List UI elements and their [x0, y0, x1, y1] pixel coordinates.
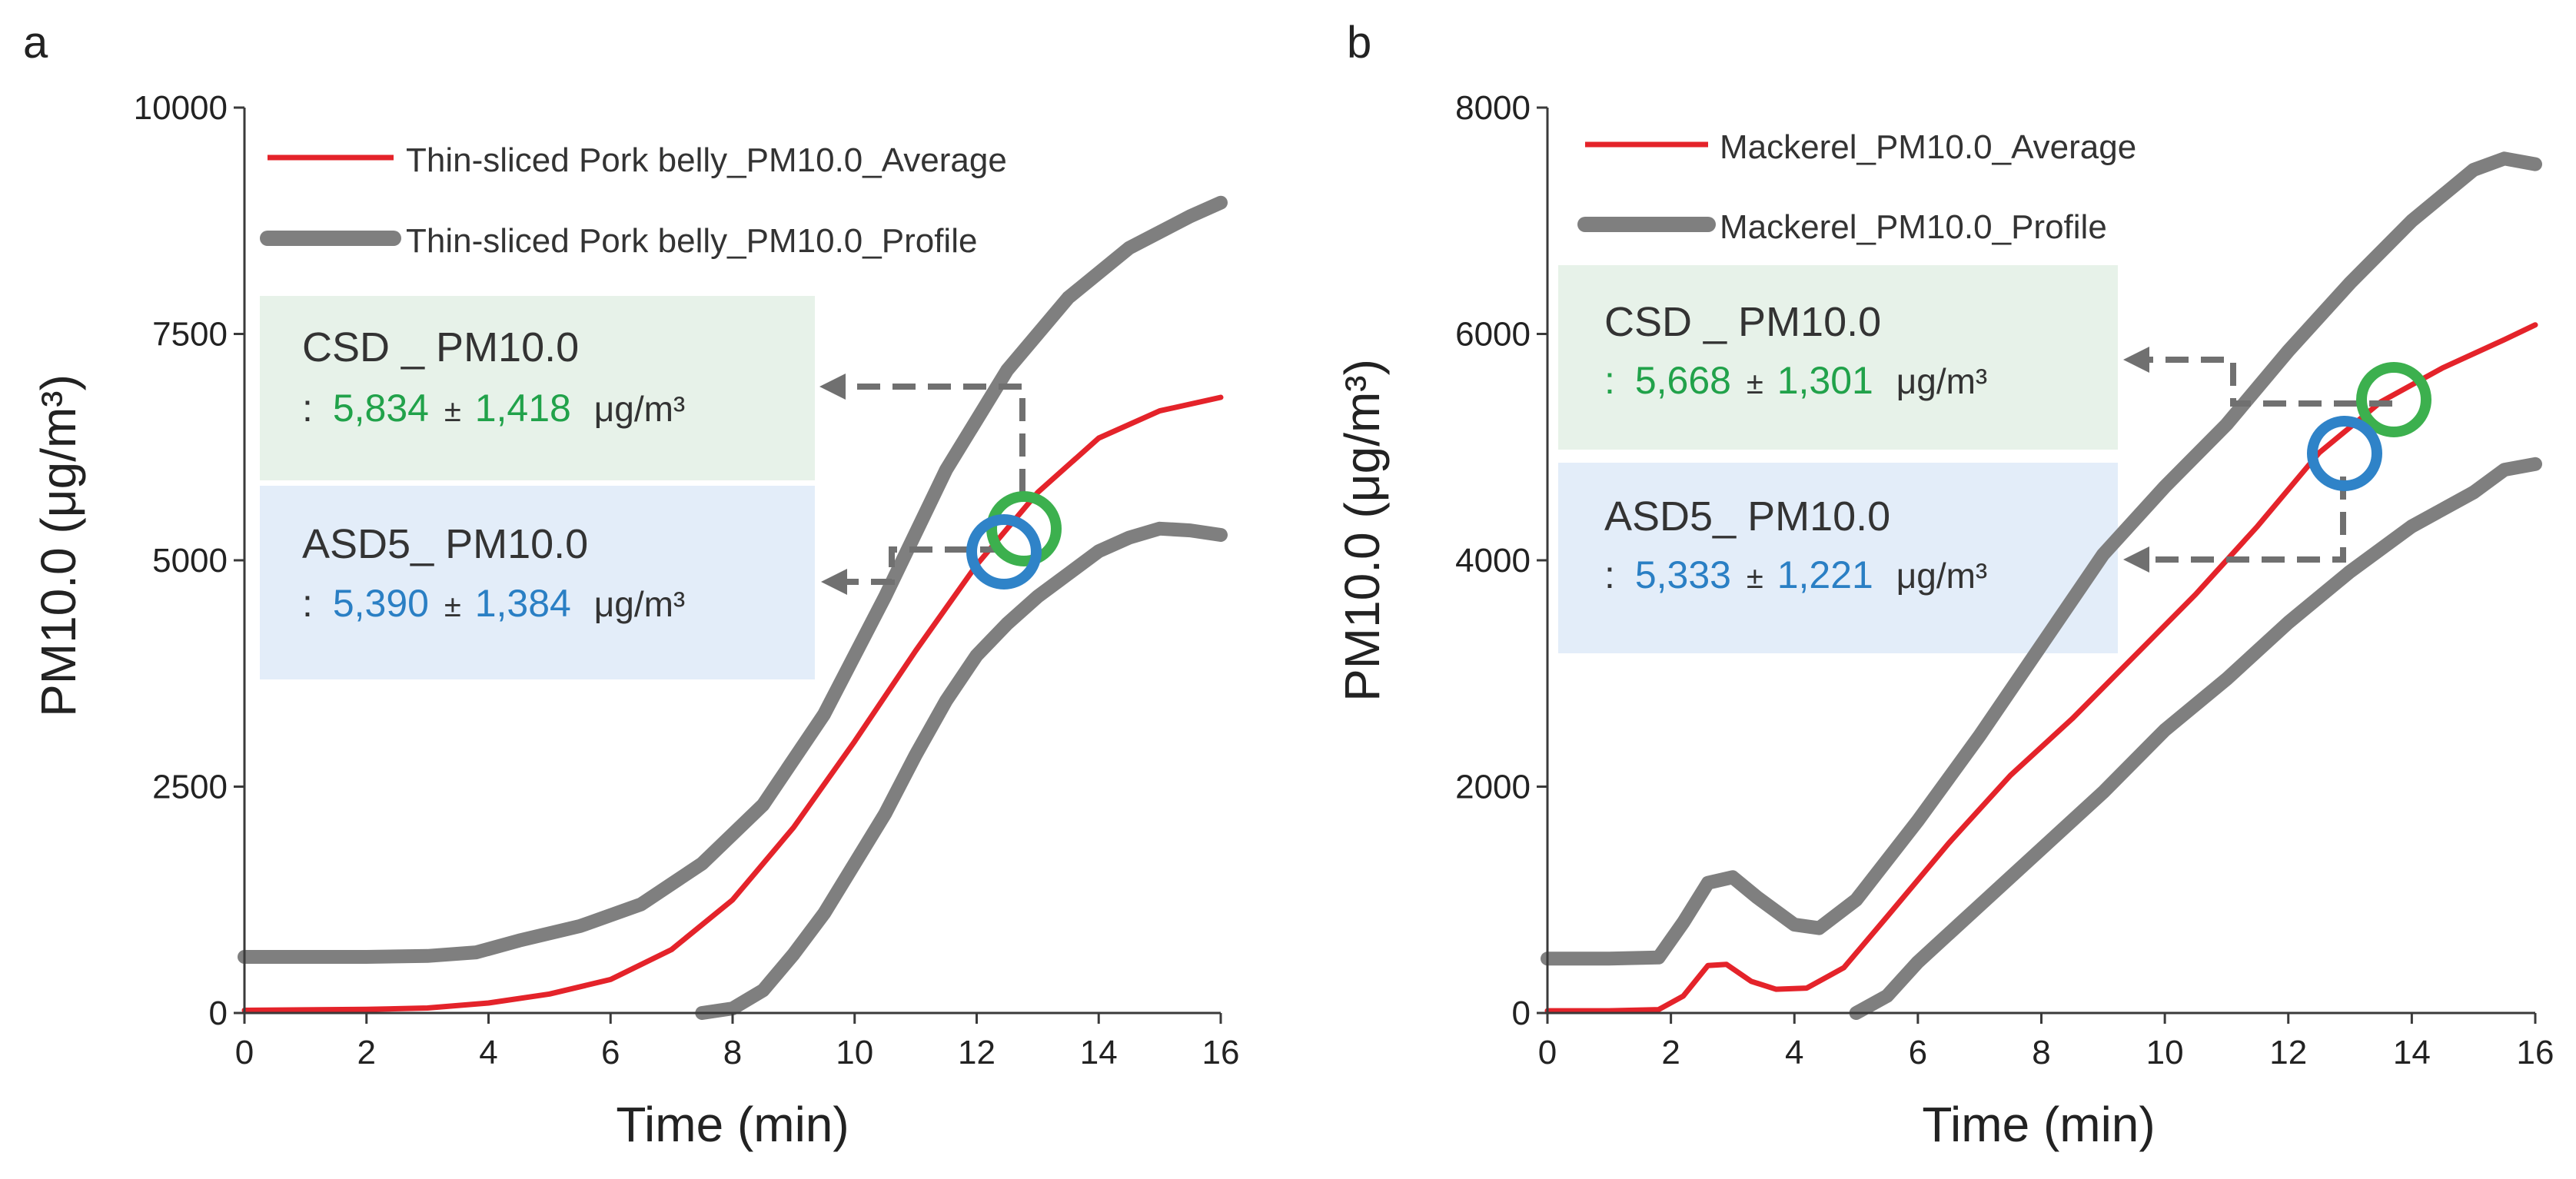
csd-value-b: : 5,668 ± 1,301 μg/m³ — [1604, 359, 1987, 402]
csd-arrow-head-a — [819, 374, 846, 400]
legend-average-label-b: Mackerel_PM10.0_Average — [1720, 128, 2136, 166]
y-tick-label-b: 8000 — [1455, 89, 1531, 127]
panel-a: a 0 2500 5000 7500 10000 0 2 4 6 8 10 12 14 16 Thin-s… — [23, 18, 1239, 1152]
y-tick-label-b: 2000 — [1455, 769, 1531, 806]
asd-prefix-a: : — [302, 582, 313, 625]
x-tick-label-a: 14 — [1080, 1034, 1118, 1071]
asd-value-a: : 5,390 ± 1,384 μg/m³ — [302, 582, 685, 625]
csd-mean-a: 5,834 — [333, 387, 429, 430]
x-tick-label-a: 2 — [357, 1034, 376, 1071]
asd-marker-a — [966, 514, 1042, 590]
upper-profile-line-a — [238, 195, 1228, 964]
csd-unit-a: μg/m³ — [594, 389, 686, 429]
x-tick-label-a: 8 — [723, 1034, 742, 1071]
lower-profile-line-b — [1849, 457, 2542, 1020]
lower-profile-line-a — [695, 521, 1228, 1020]
csd-title-b: CSD _ PM10.0 — [1604, 299, 1881, 345]
y-axis-title-a: PM10.0 (μg/m³) — [31, 374, 86, 717]
csd-box-b — [1558, 265, 2118, 450]
panel-label-a: a — [23, 18, 48, 68]
asd-arrow-head-b — [2123, 546, 2149, 573]
x-tick-label-b: 8 — [2032, 1034, 2050, 1071]
asd-value-b: : 5,333 ± 1,221 μg/m³ — [1604, 553, 1987, 596]
y-tick-label-a: 7500 — [152, 316, 228, 354]
asd-title-b: ASD5_ PM10.0 — [1604, 493, 1890, 540]
average-line-b — [1544, 322, 2538, 1014]
csd-arrow-line-a — [830, 384, 1025, 492]
csd-prefix-b: : — [1604, 359, 1615, 402]
x-tick-label-b: 4 — [1785, 1034, 1803, 1071]
csd-sd-b: 1,301 — [1777, 359, 1873, 402]
csd-marker-b — [2356, 362, 2431, 437]
panel-label-b: b — [1347, 18, 1371, 68]
x-tick-label-a: 6 — [601, 1034, 620, 1071]
x-tick-label-b: 14 — [2393, 1034, 2431, 1071]
asd-arrow-line-a — [836, 546, 1003, 585]
asd-arrow-head-a — [821, 569, 847, 595]
panel-b: b 0 2000 4000 6000 8000 0 2 4 6 8 10 12 14 16 Mackere… — [1335, 18, 2554, 1152]
csd-pm-b: ± — [1747, 367, 1763, 400]
csd-value-a: : 5,834 ± 1,418 μg/m³ — [302, 387, 685, 430]
legend-average-label-a: Thin-sliced Pork belly_PM10.0_Average — [406, 141, 1007, 179]
asd-mean-b: 5,333 — [1635, 553, 1731, 596]
x-tick-label-a: 10 — [836, 1034, 873, 1071]
x-tick-label-a: 16 — [1202, 1034, 1240, 1071]
csd-unit-b: μg/m³ — [1896, 361, 1988, 401]
csd-mean-b: 5,668 — [1635, 359, 1731, 402]
asd-prefix-b: : — [1604, 553, 1615, 596]
asd-box-a — [260, 486, 815, 679]
x-tick-label-b: 16 — [2517, 1034, 2554, 1071]
y-tick-label-b: 4000 — [1455, 542, 1531, 580]
x-tick-label-b: 10 — [2146, 1034, 2184, 1071]
x-tick-label-b: 12 — [2269, 1034, 2307, 1071]
asd-mean-a: 5,390 — [333, 582, 429, 625]
upper-profile-line-b — [1541, 151, 2542, 966]
asd-title-a: ASD5_ PM10.0 — [302, 521, 588, 567]
csd-arrow-head-b — [2123, 347, 2149, 373]
asd-marker-b — [2307, 416, 2382, 491]
asd-arrow-line-b — [2139, 477, 2346, 563]
x-axis-title-b: Time (min) — [1922, 1097, 2155, 1152]
asd-box-b — [1558, 463, 2118, 653]
x-tick-label-a: 12 — [958, 1034, 995, 1071]
x-axis-title-a: Time (min) — [616, 1097, 849, 1152]
legend-profile-label-b: Mackerel_PM10.0_Profile — [1720, 208, 2107, 246]
y-axis-title-b: PM10.0 (μg/m³) — [1335, 359, 1390, 702]
csd-box-a — [260, 296, 815, 480]
y-tick-label-a: 0 — [209, 995, 228, 1032]
asd-pm-a: ± — [444, 590, 461, 623]
csd-marker-a — [986, 491, 1062, 566]
y-tick-label-b: 6000 — [1455, 316, 1531, 354]
asd-pm-b: ± — [1747, 561, 1763, 595]
csd-sd-a: 1,418 — [475, 387, 571, 430]
x-tick-label-b: 2 — [1661, 1034, 1680, 1071]
asd-sd-a: 1,384 — [475, 582, 571, 625]
csd-title-a: CSD _ PM10.0 — [302, 324, 579, 370]
x-tick-label-b: 0 — [1538, 1034, 1557, 1071]
y-tick-label-a: 10000 — [134, 89, 228, 127]
x-tick-label-a: 4 — [479, 1034, 497, 1071]
y-tick-label-a: 5000 — [152, 542, 228, 580]
x-tick-label-a: 0 — [235, 1034, 254, 1071]
csd-prefix-a: : — [302, 387, 313, 430]
asd-unit-b: μg/m³ — [1896, 556, 1988, 596]
y-tick-label-b: 0 — [1512, 995, 1531, 1032]
asd-sd-b: 1,221 — [1777, 553, 1873, 596]
average-line-a — [241, 394, 1224, 1013]
y-tick-label-a: 2500 — [152, 769, 228, 806]
legend-profile-label-a: Thin-sliced Pork belly_PM10.0_Profile — [406, 222, 977, 260]
x-tick-label-b: 6 — [1909, 1034, 1927, 1071]
asd-unit-a: μg/m³ — [594, 584, 686, 624]
csd-pm-a: ± — [444, 394, 461, 428]
csd-arrow-line-b — [2139, 357, 2392, 407]
